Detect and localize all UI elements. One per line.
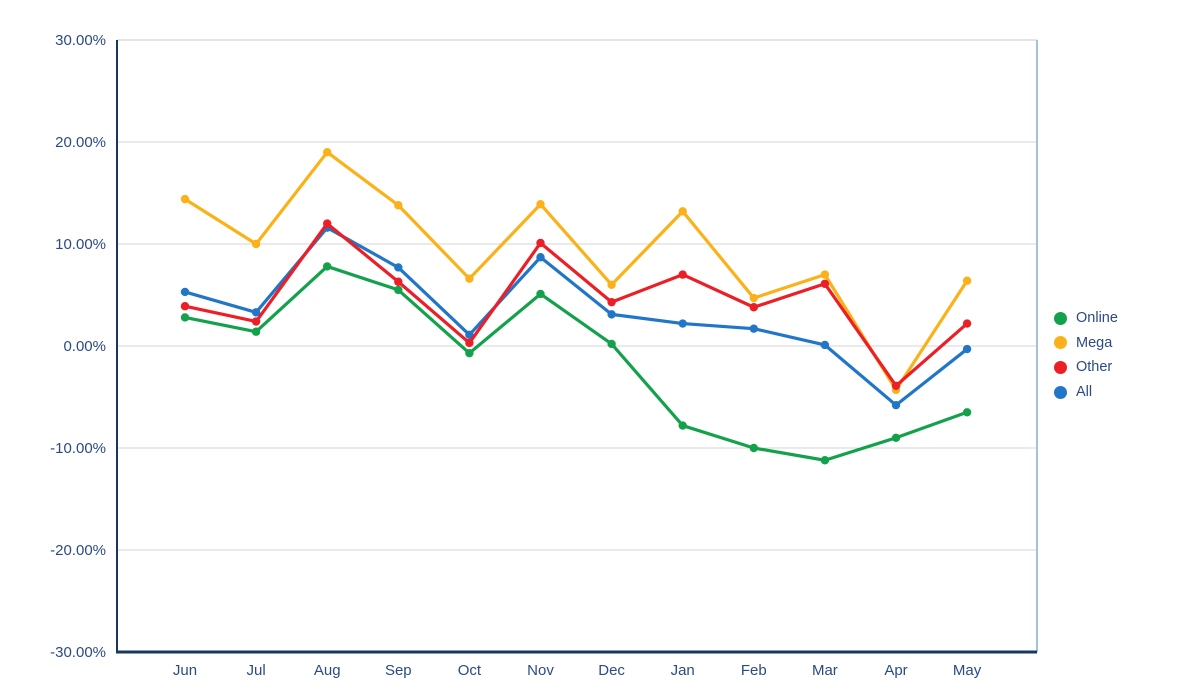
- data-point-other-nov[interactable]: [536, 238, 545, 248]
- data-point-online-dec[interactable]: [607, 339, 616, 349]
- data-point-other-may[interactable]: [962, 319, 972, 328]
- legend-item-mega[interactable]: Mega: [1054, 331, 1118, 356]
- data-point-all-dec[interactable]: [607, 310, 616, 319]
- data-point-all-may[interactable]: [962, 344, 972, 354]
- data-point-online-apr[interactable]: [891, 433, 901, 442]
- legend-label: Other: [1076, 359, 1113, 376]
- data-point-mega-nov[interactable]: [536, 200, 545, 209]
- data-point-all-mar[interactable]: [820, 340, 830, 350]
- x-tick-label-jun: Jun: [173, 662, 197, 679]
- x-tick-label-feb: Feb: [741, 662, 767, 679]
- y-tick-label: 0.00%: [63, 338, 106, 355]
- data-point-other-oct[interactable]: [465, 338, 474, 348]
- y-tick-label: 30.00%: [55, 32, 106, 49]
- data-point-mega-jul[interactable]: [251, 239, 261, 249]
- x-tick-label-jul: Jul: [247, 662, 266, 679]
- data-point-other-dec[interactable]: [607, 297, 616, 307]
- legend: Online Mega Other All: [1054, 306, 1118, 404]
- y-tick-label: 10.00%: [55, 236, 106, 253]
- x-tick-label-apr: Apr: [884, 662, 907, 679]
- data-point-other-mar[interactable]: [820, 279, 830, 288]
- data-point-mega-may[interactable]: [962, 276, 972, 285]
- data-point-all-jun[interactable]: [180, 287, 190, 297]
- legend-swatch-online: [1054, 311, 1067, 325]
- data-point-other-feb[interactable]: [749, 303, 758, 312]
- data-point-mega-mar[interactable]: [820, 270, 830, 279]
- legend-swatch-mega: [1054, 336, 1067, 350]
- legend-item-online[interactable]: Online: [1054, 306, 1118, 331]
- legend-item-other[interactable]: Other: [1054, 355, 1118, 380]
- y-tick-label: -30.00%: [50, 644, 106, 661]
- x-tick-label-aug: Aug: [314, 662, 341, 679]
- x-tick-label-nov: Nov: [527, 662, 554, 679]
- data-point-mega-oct[interactable]: [465, 274, 474, 283]
- data-point-mega-sep[interactable]: [394, 201, 403, 210]
- data-point-online-may[interactable]: [962, 408, 972, 417]
- data-point-mega-jan[interactable]: [678, 207, 687, 216]
- data-point-all-sep[interactable]: [394, 263, 403, 272]
- x-tick-label-oct: Oct: [458, 662, 482, 679]
- data-point-online-jun[interactable]: [180, 313, 190, 322]
- data-point-online-jan[interactable]: [678, 421, 687, 430]
- data-point-other-sep[interactable]: [394, 277, 403, 286]
- legend-label: All: [1076, 384, 1093, 401]
- data-point-mega-dec[interactable]: [607, 280, 616, 289]
- x-tick-label-dec: Dec: [598, 662, 625, 679]
- legend-label: Online: [1076, 310, 1118, 327]
- data-point-mega-aug[interactable]: [323, 148, 332, 157]
- data-point-other-jul[interactable]: [251, 317, 261, 326]
- x-tick-label-sep: Sep: [385, 662, 412, 679]
- data-point-online-aug[interactable]: [323, 262, 332, 271]
- data-point-mega-jun[interactable]: [180, 194, 190, 204]
- legend-swatch-all: [1054, 385, 1067, 399]
- data-point-all-nov[interactable]: [536, 253, 545, 262]
- data-point-online-nov[interactable]: [536, 289, 545, 299]
- x-tick-label-mar: Mar: [812, 662, 838, 679]
- data-point-all-oct[interactable]: [465, 330, 474, 339]
- data-point-other-apr[interactable]: [891, 381, 901, 390]
- data-point-online-oct[interactable]: [465, 348, 474, 358]
- data-point-all-apr[interactable]: [891, 400, 901, 410]
- legend-item-all[interactable]: All: [1054, 380, 1118, 405]
- data-point-mega-feb[interactable]: [749, 293, 758, 303]
- y-tick-label: -20.00%: [50, 542, 106, 559]
- data-point-online-jul[interactable]: [251, 327, 261, 336]
- series-line-mega: [183, 150, 969, 392]
- data-point-all-jul[interactable]: [251, 308, 261, 317]
- x-tick-label-jan: Jan: [671, 662, 695, 679]
- y-tick-label: 20.00%: [55, 134, 106, 151]
- data-point-other-jan[interactable]: [678, 270, 687, 279]
- data-point-online-sep[interactable]: [394, 285, 403, 295]
- data-point-all-feb[interactable]: [749, 324, 758, 333]
- x-tick-label-may: May: [953, 662, 982, 679]
- legend-label: Mega: [1076, 334, 1113, 351]
- data-point-other-aug[interactable]: [323, 219, 332, 228]
- data-point-other-jun[interactable]: [180, 302, 190, 311]
- series-line-other: [183, 222, 969, 388]
- data-point-online-mar[interactable]: [820, 456, 830, 465]
- y-tick-label: -10.00%: [50, 440, 106, 457]
- series-line-online: [183, 264, 969, 462]
- data-point-online-feb[interactable]: [749, 443, 758, 453]
- legend-swatch-other: [1054, 360, 1067, 374]
- data-point-all-jan[interactable]: [678, 319, 687, 328]
